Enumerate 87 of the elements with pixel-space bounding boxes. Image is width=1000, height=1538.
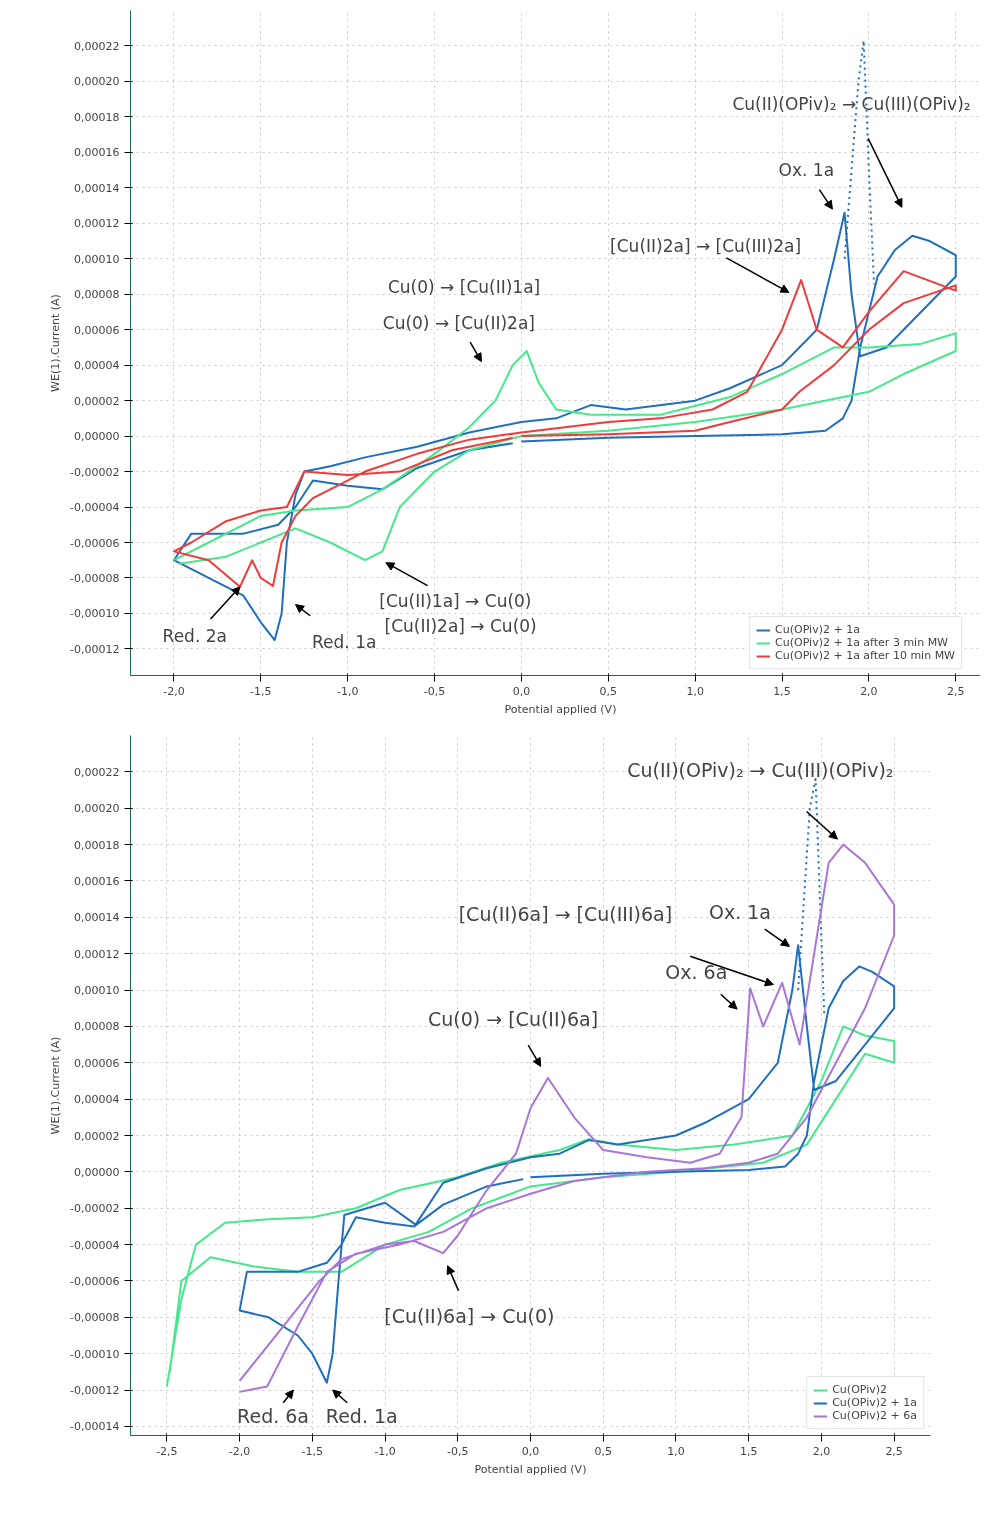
x-tick-label: 1,0 — [686, 684, 704, 698]
y-tick-label: -0,00012 — [70, 1384, 120, 1398]
x-tick-label: 0,0 — [512, 684, 531, 698]
annotation: [Cu(II)2a] → [Cu(III)2a] — [610, 236, 802, 257]
annotation: [Cu(II)6a] → [Cu(III)6a] — [458, 902, 673, 925]
x-tick-label: 2,5 — [885, 1444, 903, 1458]
y-tick-label: -0,00002 — [70, 1202, 120, 1216]
x-tick-label: 1,0 — [667, 1444, 685, 1458]
x-tick-label: -1,0 — [374, 1444, 396, 1458]
x-tick-label: 0,5 — [594, 1444, 612, 1458]
y-tick-label: 0,00012 — [74, 947, 120, 961]
y-tick-label: 0,00006 — [74, 1056, 120, 1070]
y-tick-label: 0,00004 — [74, 359, 120, 373]
y-tick-label: 0,00004 — [74, 1093, 120, 1107]
y-tick-label: -0,00006 — [70, 536, 120, 550]
x-tick-label: 2,0 — [860, 684, 878, 698]
y-tick-label: 0,00014 — [74, 181, 120, 195]
legend-label: Cu(OPiv)2 + 1a — [775, 623, 860, 636]
x-tick-label: 0,0 — [521, 1444, 540, 1458]
legend-label: Cu(OPiv)2 + 6a — [832, 1409, 917, 1422]
y-tick-label: 0,00020 — [74, 75, 120, 89]
x-tick-label: -2,5 — [156, 1444, 178, 1458]
annotation: Cu(II)(OPiv)₂ → Cu(III)(OPiv)₂ — [627, 759, 894, 782]
annotation: Ox. 1a — [778, 160, 835, 181]
y-tick-label: -0,00006 — [70, 1274, 120, 1288]
y-tick-label: -0,00002 — [70, 465, 120, 479]
x-tick-label: -0,5 — [447, 1444, 469, 1458]
annotation: Ox. 1a — [708, 900, 771, 923]
legend-label: Cu(OPiv)2 + 1a after 10 min MW — [775, 649, 955, 662]
x-axis-title: Potential applied (V) — [504, 702, 617, 716]
x-axis-title: Potential applied (V) — [474, 1462, 587, 1476]
y-tick-label: 0,00000 — [74, 430, 120, 444]
y-tick-label: 0,00016 — [74, 874, 120, 888]
y-tick-label: 0,00022 — [74, 39, 120, 53]
legend-label: Cu(OPiv)2 — [832, 1383, 888, 1396]
y-tick-label: 0,00006 — [74, 323, 120, 337]
x-tick-label: 2,5 — [947, 684, 965, 698]
x-tick-label: -1,0 — [336, 684, 359, 698]
legend-label: Cu(OPiv)2 + 1a after 3 min MW — [775, 636, 948, 649]
annotation: Red. 1a — [325, 1404, 398, 1427]
x-tick-label: -2,0 — [228, 1444, 251, 1458]
x-tick-label: 0,5 — [599, 684, 618, 698]
y-tick-label: -0,00004 — [70, 501, 120, 515]
y-tick-label: -0,00008 — [70, 1311, 120, 1325]
y-axis-title: WE(1).Current (A) — [49, 1036, 63, 1135]
y-tick-label: 0,00010 — [74, 252, 120, 266]
annotation: Red. 2a — [162, 626, 227, 647]
annotation: Cu(0) → [Cu(II)2a] — [382, 312, 535, 333]
y-tick-label: -0,00008 — [70, 571, 120, 585]
y-tick-label: 0,00014 — [74, 911, 120, 925]
y-tick-label: -0,00014 — [70, 1420, 120, 1434]
annotation: Cu(0) → [Cu(II)6a] — [427, 1008, 599, 1031]
x-tick-label: -2,0 — [163, 684, 185, 698]
annotation: Red. 1a — [312, 631, 377, 652]
y-tick-label: 0,00016 — [74, 146, 120, 160]
y-tick-label: 0,00008 — [74, 288, 120, 302]
y-tick-label: 0,00002 — [74, 394, 120, 408]
x-tick-label: 1,5 — [773, 684, 791, 698]
y-tick-label: 0,00010 — [74, 984, 120, 998]
annotation: Ox. 6a — [665, 960, 728, 983]
y-tick-label: 0,00008 — [74, 1020, 120, 1034]
line-series — [172, 332, 957, 565]
y-tick-label: 0,00002 — [74, 1129, 120, 1143]
x-tick-label: 1,5 — [739, 1444, 758, 1458]
annotation: [Cu(II)6a] → Cu(0) — [384, 1304, 555, 1327]
annotation: Red. 6a — [237, 1404, 310, 1427]
x-tick-label: -1,5 — [250, 684, 272, 698]
y-tick-label: 0,00018 — [74, 110, 120, 124]
y-tick-label: 0,00022 — [74, 765, 120, 779]
x-tick-label: -0,5 — [423, 684, 446, 698]
y-tick-label: -0,00010 — [70, 1347, 120, 1361]
x-tick-label: -1,5 — [301, 1444, 324, 1458]
y-tick-label: 0,00012 — [74, 217, 120, 231]
y-tick-label: -0,00010 — [70, 607, 120, 621]
y-tick-label: 0,00020 — [74, 802, 120, 816]
annotation: Cu(0) → [Cu(II)1a] — [387, 277, 541, 298]
annotation: [Cu(II)2a] → Cu(0) — [384, 615, 537, 636]
line-series — [238, 843, 896, 1393]
y-axis-title: WE(1).Current (A) — [49, 294, 63, 392]
y-tick-label: 0,00018 — [74, 838, 120, 852]
y-tick-label: 0,00000 — [74, 1165, 120, 1179]
annotation: Cu(II)(OPiv)₂ → Cu(III)(OPiv)₂ — [732, 94, 971, 115]
y-tick-label: -0,00004 — [70, 1238, 120, 1252]
annotation: [Cu(II)1a] → Cu(0) — [379, 591, 532, 612]
legend-label: Cu(OPiv)2 + 1a — [832, 1396, 917, 1409]
x-tick-label: 2,0 — [812, 1444, 831, 1458]
y-tick-label: -0,00012 — [70, 642, 120, 656]
